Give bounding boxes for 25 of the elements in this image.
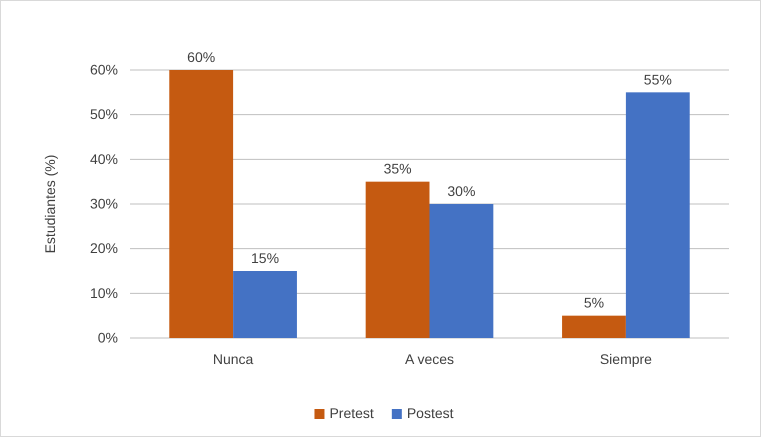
y-tick-label: 10% — [90, 284, 118, 301]
data-label: 15% — [251, 250, 280, 266]
bar — [562, 316, 626, 338]
data-label: 55% — [644, 71, 672, 88]
x-tick-label: Nunca — [212, 350, 254, 367]
x-tick-label: Siempre — [600, 350, 652, 367]
y-tick-label: 30% — [90, 195, 118, 212]
bar — [169, 70, 234, 338]
data-label: 30% — [447, 183, 476, 199]
data-label: 60% — [187, 49, 216, 65]
y-tick-label: 60% — [90, 61, 118, 78]
legend-label: Postest — [406, 405, 454, 421]
y-tick-label: 0% — [98, 329, 118, 346]
y-axis-title: Estudiantes (%) — [42, 154, 58, 254]
bar — [366, 182, 430, 338]
y-tick-label: 40% — [90, 150, 118, 167]
bar — [626, 92, 690, 338]
legend-label: Pretest — [329, 405, 374, 421]
data-label: 35% — [384, 160, 412, 177]
y-tick-label: 20% — [90, 240, 118, 256]
bar — [233, 271, 297, 338]
bar — [430, 204, 494, 338]
x-tick-label: A veces — [404, 350, 454, 367]
y-tick-label: 50% — [90, 106, 118, 122]
data-label: 5% — [584, 294, 604, 311]
